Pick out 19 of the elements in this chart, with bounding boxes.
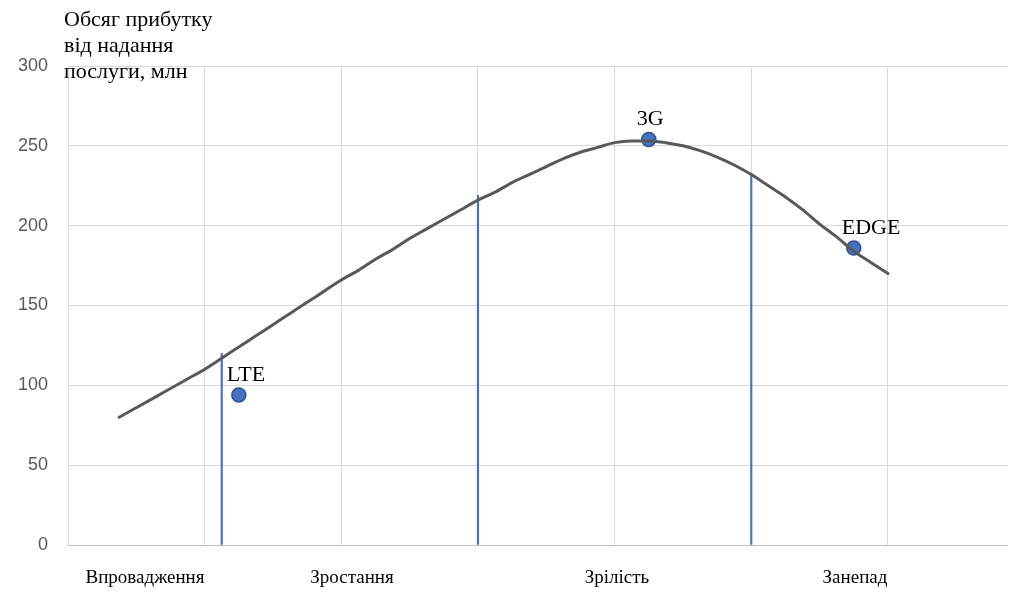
y-tick-label: 250 — [17, 134, 48, 155]
point — [231, 387, 247, 403]
text: Зрілість — [584, 566, 650, 588]
series-label: LTE — [226, 360, 266, 386]
y-tick-label: 50 — [27, 454, 48, 475]
y-tick-label: 200 — [17, 214, 48, 235]
y-tick-label: 100 — [17, 374, 48, 395]
text: Занепад — [822, 566, 888, 588]
text: Зростання — [310, 566, 394, 588]
y-tick-label: 150 — [17, 294, 48, 315]
series-label: 3G — [636, 105, 664, 131]
y-tick-label: 0 — [37, 533, 48, 554]
y-axis-title: Обсяг прибутку від надання послуги, млн — [64, 6, 214, 84]
bar — [220, 353, 223, 545]
series-label: EDGE — [841, 213, 901, 239]
text: Впровадження — [85, 566, 205, 588]
y-tick-label: 300 — [17, 54, 48, 75]
bar — [750, 174, 753, 545]
bar — [476, 195, 480, 545]
